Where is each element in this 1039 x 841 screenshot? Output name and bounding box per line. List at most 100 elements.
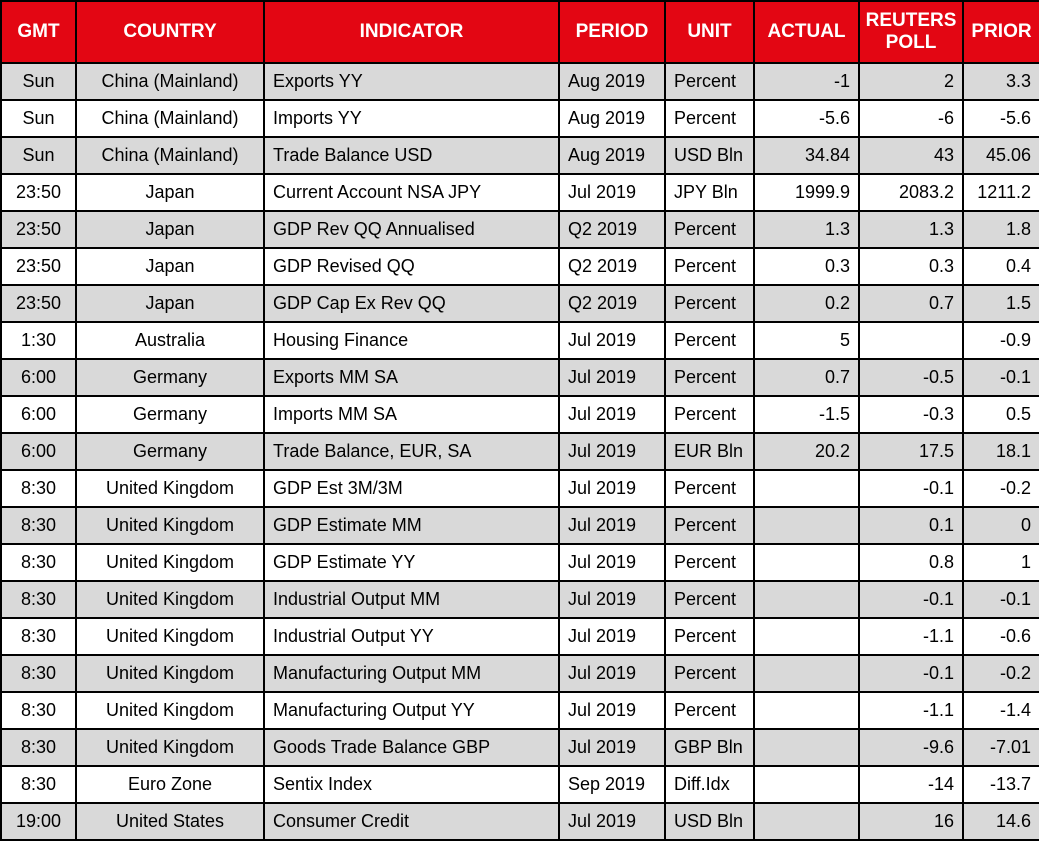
column-header-reuters-poll: REUTERS POLL xyxy=(858,0,964,64)
cell-prior: -0.1 xyxy=(962,580,1039,619)
table-row: 8:30 United Kingdom GDP Estimate MM Jul 201… xyxy=(0,506,1039,545)
cell-unit: Percent xyxy=(664,99,755,138)
cell-country: United Kingdom xyxy=(75,654,265,693)
cell-period: Jul 2019 xyxy=(558,358,666,397)
cell-period: Jul 2019 xyxy=(558,543,666,582)
cell-unit: USD Bln xyxy=(664,802,755,841)
cell-period: Jul 2019 xyxy=(558,469,666,508)
cell-reuters-poll: -0.1 xyxy=(858,580,964,619)
cell-reuters-poll: -14 xyxy=(858,765,964,804)
cell-reuters-poll: -1.1 xyxy=(858,691,964,730)
cell-gmt: 8:30 xyxy=(0,765,77,804)
cell-reuters-poll xyxy=(858,321,964,360)
cell-indicator: Imports MM SA xyxy=(263,395,560,434)
cell-period: Jul 2019 xyxy=(558,654,666,693)
cell-period: Aug 2019 xyxy=(558,136,666,175)
cell-period: Jul 2019 xyxy=(558,728,666,767)
table-row: Sun China (Mainland) Exports YY Aug 2019 Per… xyxy=(0,62,1039,101)
cell-prior: 1.8 xyxy=(962,210,1039,249)
cell-country: Japan xyxy=(75,247,265,286)
cell-actual: -1.5 xyxy=(753,395,860,434)
cell-indicator: Sentix Index xyxy=(263,765,560,804)
cell-gmt: Sun xyxy=(0,62,77,101)
cell-indicator: Consumer Credit xyxy=(263,802,560,841)
cell-period: Aug 2019 xyxy=(558,99,666,138)
cell-indicator: GDP Rev QQ Annualised xyxy=(263,210,560,249)
cell-indicator: GDP Estimate MM xyxy=(263,506,560,545)
column-header-prior: PRIOR xyxy=(962,0,1039,64)
cell-gmt: 6:00 xyxy=(0,395,77,434)
cell-reuters-poll: -9.6 xyxy=(858,728,964,767)
cell-gmt: 19:00 xyxy=(0,802,77,841)
table-row: 23:50 Japan Current Account NSA JPY Jul 201… xyxy=(0,173,1039,212)
cell-country: United Kingdom xyxy=(75,691,265,730)
cell-gmt: 8:30 xyxy=(0,654,77,693)
table-row: 8:30 United Kingdom Industrial Output YY Ju… xyxy=(0,617,1039,656)
cell-prior: 18.1 xyxy=(962,432,1039,471)
cell-country: Germany xyxy=(75,358,265,397)
table-row: 8:30 United Kingdom Manufacturing Output M… xyxy=(0,654,1039,693)
column-header-period: PERIOD xyxy=(558,0,666,64)
cell-unit: Diff.Idx xyxy=(664,765,755,804)
cell-reuters-poll: 0.3 xyxy=(858,247,964,286)
header-row: GMT COUNTRY INDICATOR PERIOD UNIT ACTUAL… xyxy=(0,0,1039,64)
cell-reuters-poll: -0.5 xyxy=(858,358,964,397)
cell-unit: Percent xyxy=(664,617,755,656)
cell-period: Jul 2019 xyxy=(558,432,666,471)
cell-prior: 14.6 xyxy=(962,802,1039,841)
table-row: 8:30 United Kingdom Goods Trade Balance GB… xyxy=(0,728,1039,767)
cell-prior: 45.06 xyxy=(962,136,1039,175)
cell-prior: 1.5 xyxy=(962,284,1039,323)
cell-reuters-poll: -0.3 xyxy=(858,395,964,434)
cell-gmt: 23:50 xyxy=(0,247,77,286)
cell-actual xyxy=(753,580,860,619)
cell-country: China (Mainland) xyxy=(75,136,265,175)
cell-period: Q2 2019 xyxy=(558,247,666,286)
cell-prior: 3.3 xyxy=(962,62,1039,101)
cell-country: Germany xyxy=(75,395,265,434)
cell-unit: Percent xyxy=(664,580,755,619)
table-row: 23:50 Japan GDP Rev QQ Annualised Q2 2019 Pe… xyxy=(0,210,1039,249)
cell-prior: -0.6 xyxy=(962,617,1039,656)
cell-reuters-poll: 2083.2 xyxy=(858,173,964,212)
cell-period: Jul 2019 xyxy=(558,802,666,841)
cell-country: China (Mainland) xyxy=(75,99,265,138)
cell-reuters-poll: -1.1 xyxy=(858,617,964,656)
cell-reuters-poll: 16 xyxy=(858,802,964,841)
cell-period: Jul 2019 xyxy=(558,691,666,730)
cell-unit: JPY Bln xyxy=(664,173,755,212)
cell-gmt: 1:30 xyxy=(0,321,77,360)
cell-actual: -5.6 xyxy=(753,99,860,138)
cell-country: Australia xyxy=(75,321,265,360)
cell-reuters-poll: 0.7 xyxy=(858,284,964,323)
cell-gmt: 23:50 xyxy=(0,284,77,323)
cell-indicator: Trade Balance, EUR, SA xyxy=(263,432,560,471)
cell-country: United Kingdom xyxy=(75,728,265,767)
cell-prior: -0.2 xyxy=(962,654,1039,693)
cell-gmt: 8:30 xyxy=(0,469,77,508)
cell-gmt: Sun xyxy=(0,99,77,138)
column-header-unit: UNIT xyxy=(664,0,755,64)
cell-unit: Percent xyxy=(664,654,755,693)
cell-indicator: GDP Revised QQ xyxy=(263,247,560,286)
cell-period: Sep 2019 xyxy=(558,765,666,804)
table-row: 8:30 United Kingdom GDP Estimate YY Jul 201… xyxy=(0,543,1039,582)
cell-actual: 0.3 xyxy=(753,247,860,286)
cell-gmt: 8:30 xyxy=(0,580,77,619)
cell-unit: Percent xyxy=(664,543,755,582)
cell-country: China (Mainland) xyxy=(75,62,265,101)
cell-prior: -0.9 xyxy=(962,321,1039,360)
cell-country: Japan xyxy=(75,284,265,323)
column-header-indicator: INDICATOR xyxy=(263,0,560,64)
cell-gmt: 6:00 xyxy=(0,432,77,471)
cell-period: Jul 2019 xyxy=(558,321,666,360)
cell-actual: 5 xyxy=(753,321,860,360)
cell-reuters-poll: -0.1 xyxy=(858,654,964,693)
cell-gmt: 8:30 xyxy=(0,617,77,656)
cell-period: Q2 2019 xyxy=(558,284,666,323)
cell-actual xyxy=(753,506,860,545)
cell-actual: -1 xyxy=(753,62,860,101)
cell-actual: 34.84 xyxy=(753,136,860,175)
cell-actual xyxy=(753,802,860,841)
